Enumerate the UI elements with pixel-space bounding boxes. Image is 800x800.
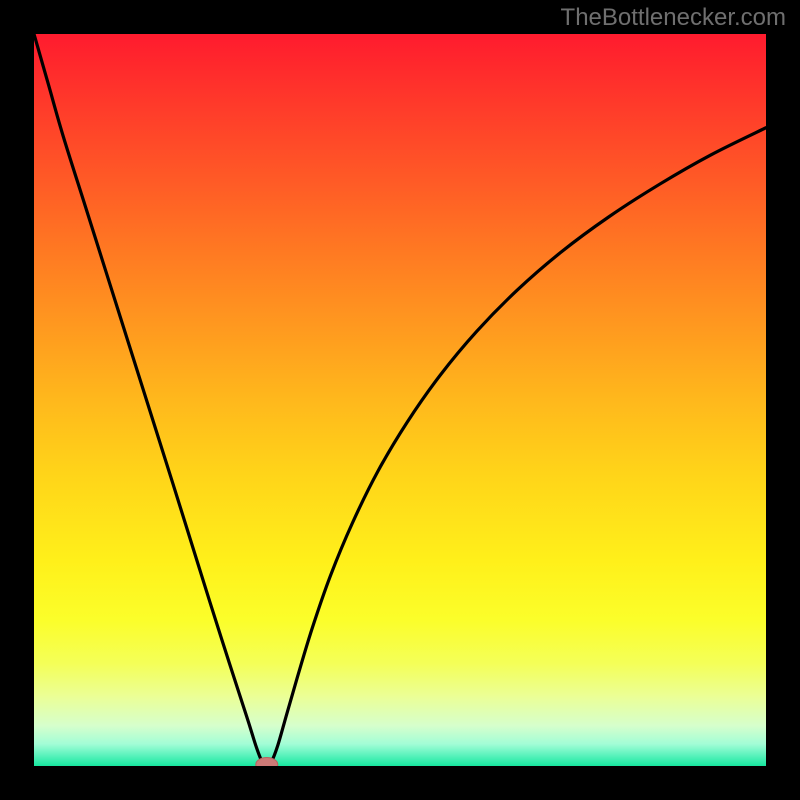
optimum-marker (34, 34, 766, 766)
watermark-label: TheBottlenecker.com (561, 4, 786, 32)
plot-area (34, 34, 766, 766)
chart-frame: TheBottlenecker.com (0, 0, 800, 800)
